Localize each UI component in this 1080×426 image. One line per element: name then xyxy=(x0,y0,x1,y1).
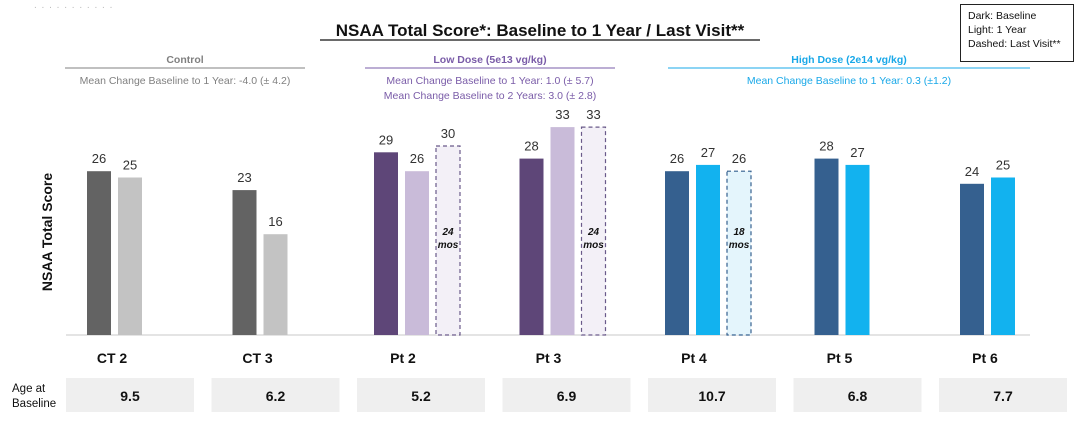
bar-pt3-baseline xyxy=(519,158,544,335)
group-label-2: High Dose (2e14 vg/kg) xyxy=(791,54,907,66)
age-cell-pt3 xyxy=(502,378,631,412)
group-label-1: Low Dose (5e13 vg/kg) xyxy=(433,54,546,66)
data-label-ct2-baseline: 26 xyxy=(92,151,106,166)
group-label-0: Control xyxy=(166,54,203,66)
bar-pt4-last xyxy=(726,170,752,336)
decorative-dots: . . . . . . . . . . . xyxy=(34,0,114,11)
bar-pt6-baseline xyxy=(960,183,984,335)
age-cell-pt6 xyxy=(939,378,1067,412)
bar-pt2-baseline xyxy=(374,152,398,335)
age-cell-ct2 xyxy=(66,378,194,412)
bar-ct3-baseline xyxy=(232,190,257,335)
legend-last-visit: Dashed: Last Visit** xyxy=(968,38,1061,50)
age-cell-pt5 xyxy=(793,378,922,412)
data-label-pt2-last: 30 xyxy=(441,126,455,141)
bar-pt5-1year xyxy=(845,164,870,335)
category-label-pt5: Pt 5 xyxy=(827,350,853,366)
bar-pt2-1year xyxy=(405,171,429,335)
chart-legend: Dark: Baseline Light: 1 Year Dashed: Las… xyxy=(960,4,1074,62)
age-value-ct3: 6.2 xyxy=(266,388,286,404)
bar-pt3-last xyxy=(580,126,607,336)
category-label-pt3: Pt 3 xyxy=(536,350,562,366)
bar-pt6-1year xyxy=(991,177,1015,335)
age-value-pt5: 6.8 xyxy=(848,388,868,404)
data-label-pt2-1year: 26 xyxy=(410,151,424,166)
age-row-label-line1: Age at xyxy=(12,383,46,395)
data-label-pt3-last: 33 xyxy=(586,107,600,122)
bar-pt4-baseline xyxy=(665,171,689,335)
chart-title: NSAA Total Score*: Baseline to 1 Year / … xyxy=(336,21,745,40)
legend-1year: Light: 1 Year xyxy=(968,24,1027,36)
data-label-pt3-1year: 33 xyxy=(555,107,569,122)
data-label-pt4-1year: 27 xyxy=(701,145,715,160)
age-value-pt3: 6.9 xyxy=(557,388,577,404)
bar-pt2-last xyxy=(435,145,461,336)
group-note-2-0: Mean Change Baseline to 1 Year: 0.3 (±1.… xyxy=(747,75,951,87)
category-label-pt4: Pt 4 xyxy=(681,350,707,366)
bar-note-pt2-0: 24 xyxy=(441,227,454,238)
group-note-0-0: Mean Change Baseline to 1 Year: -4.0 (± … xyxy=(80,75,291,87)
age-value-pt4: 10.7 xyxy=(698,388,725,404)
bar-note-pt3-0: 24 xyxy=(587,227,600,238)
data-label-pt5-baseline: 28 xyxy=(819,139,833,154)
age-value-ct2: 9.5 xyxy=(120,388,140,404)
age-cell-pt4 xyxy=(648,378,776,412)
data-label-pt5-1year: 27 xyxy=(850,145,864,160)
category-label-pt6: Pt 6 xyxy=(972,350,998,366)
group-note-1-0: Mean Change Baseline to 1 Year: 1.0 (± 5… xyxy=(386,75,593,87)
bar-ct2-baseline xyxy=(87,171,111,335)
age-value-pt6: 7.7 xyxy=(993,388,1013,404)
data-label-pt6-1year: 25 xyxy=(996,158,1010,173)
y-axis-label: NSAA Total Score xyxy=(39,173,55,291)
age-value-pt2: 5.2 xyxy=(411,388,431,404)
bar-ct2-1year xyxy=(118,177,142,335)
data-label-pt6-baseline: 24 xyxy=(965,164,979,179)
category-label-ct3: CT 3 xyxy=(242,350,273,366)
category-label-ct2: CT 2 xyxy=(97,350,128,366)
bar-pt3-1year xyxy=(550,127,575,335)
bar-note-pt4-0: 18 xyxy=(733,227,745,238)
bar-note-pt2-1: mos xyxy=(438,240,459,251)
bar-ct3-1year xyxy=(263,234,288,335)
age-cell-pt2 xyxy=(357,378,485,412)
data-label-pt4-baseline: 26 xyxy=(670,151,684,166)
bar-note-pt3-1: mos xyxy=(583,240,604,251)
bar-pt5-baseline xyxy=(814,158,839,335)
category-label-pt2: Pt 2 xyxy=(390,350,416,366)
data-label-pt2-baseline: 29 xyxy=(379,132,393,147)
data-label-pt3-baseline: 28 xyxy=(524,139,538,154)
data-label-ct3-1year: 16 xyxy=(268,214,282,229)
legend-baseline: Dark: Baseline xyxy=(968,10,1037,22)
data-label-pt4-last: 26 xyxy=(732,151,746,166)
group-note-1-1: Mean Change Baseline to 2 Years: 3.0 (± … xyxy=(384,90,596,102)
data-label-ct3-baseline: 23 xyxy=(237,170,251,185)
data-label-ct2-1year: 25 xyxy=(123,158,137,173)
bar-note-pt4-1: mos xyxy=(729,240,750,251)
bar-pt4-1year xyxy=(696,164,720,335)
age-cell-ct3 xyxy=(211,378,340,412)
age-row-label-line2: Baseline xyxy=(12,398,56,410)
